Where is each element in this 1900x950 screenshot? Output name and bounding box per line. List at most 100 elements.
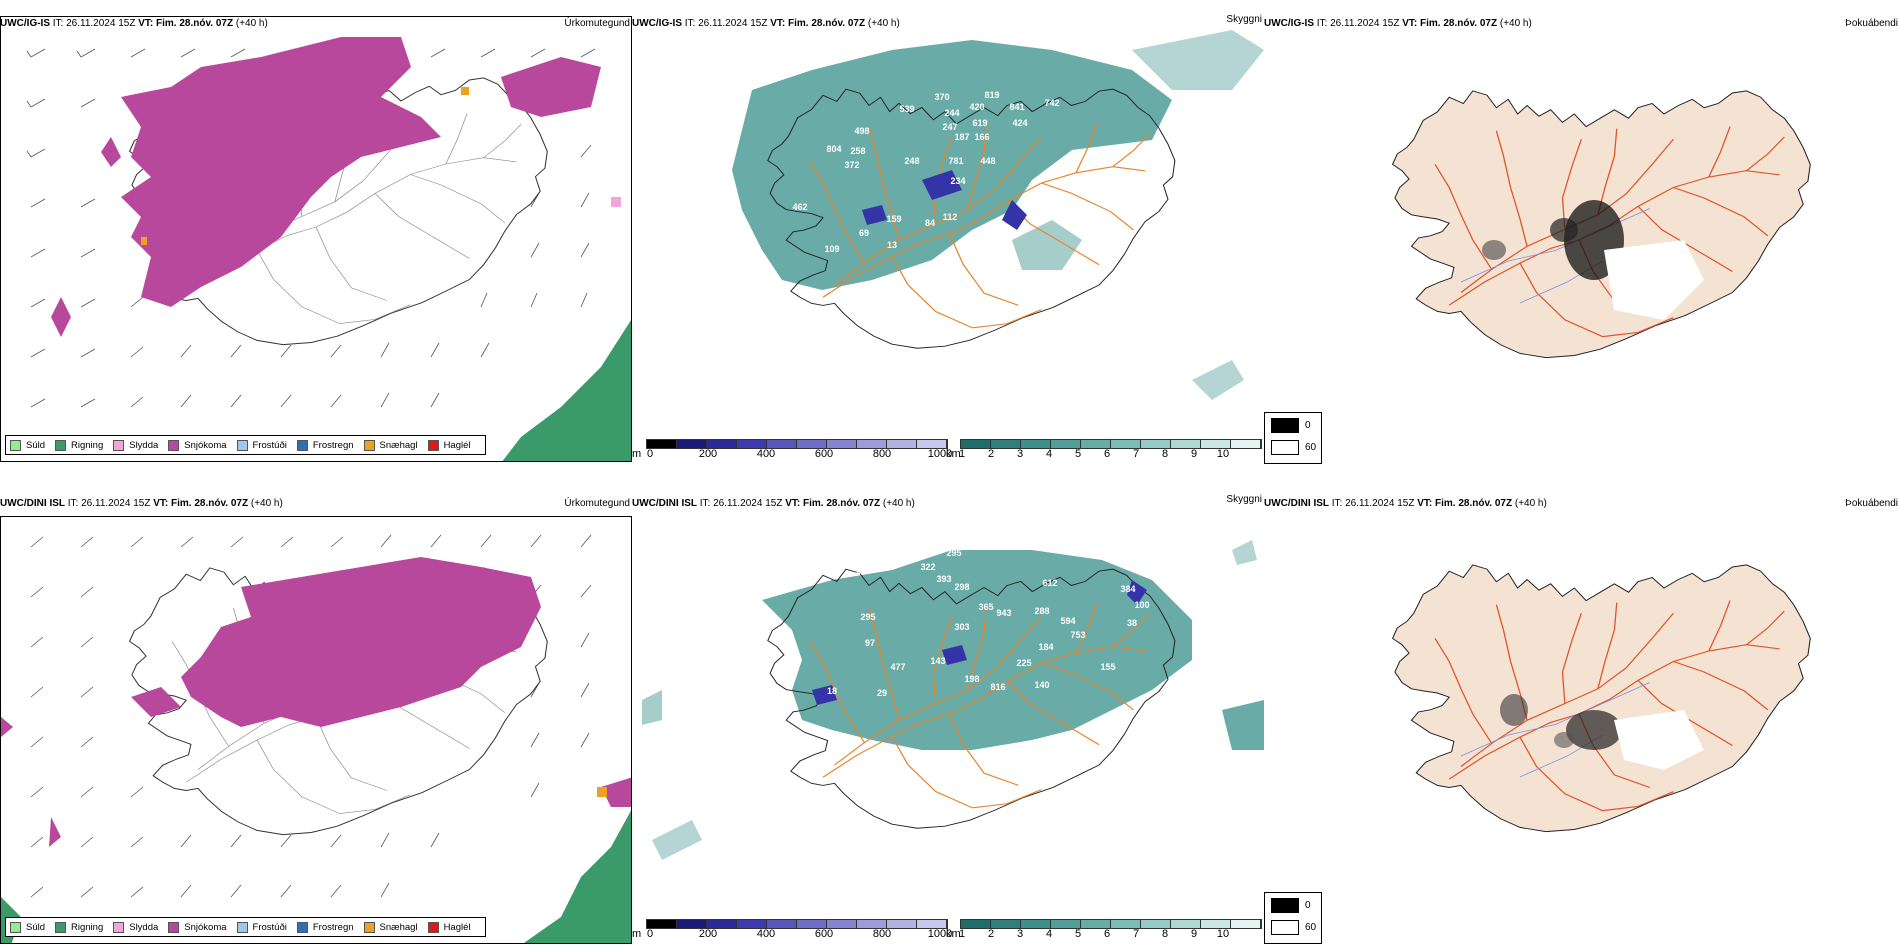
visibility-area	[732, 30, 1264, 400]
init-label: IT:	[1331, 498, 1343, 509]
scale-swatch	[1201, 920, 1231, 928]
scale-swatch	[797, 440, 827, 448]
cloud-base-blobs	[812, 580, 1147, 705]
scale-swatch	[1231, 920, 1261, 928]
scale-swatch	[961, 440, 991, 448]
scale-swatch	[857, 920, 887, 928]
cloud-base-label: 393	[936, 574, 951, 584]
panel-title: Þokuábendi	[1845, 18, 1898, 29]
cloud-base-label: 140	[1034, 680, 1049, 690]
init-time: 26.11.2024 15Z	[698, 18, 768, 29]
cloud-base-label: 155	[1100, 662, 1115, 672]
scale-swatch	[1051, 440, 1081, 448]
cloud-base-label: 225	[1016, 658, 1031, 668]
scale-swatch	[887, 920, 917, 928]
init-time: 26.11.2024 15Z	[81, 498, 151, 509]
scale-tick-label: 7	[1132, 928, 1140, 940]
legend-label: Slydda	[129, 921, 159, 933]
legend-swatch	[296, 921, 308, 933]
valid-label: VT:	[138, 18, 154, 29]
scale-unit: m	[632, 448, 642, 460]
scale-swatch	[737, 440, 767, 448]
visibility-panel-bottom: UWC/DINI ISL IT: 26.11.2024 15Z VT: Fim.…	[632, 480, 1264, 945]
legend-swatch	[427, 439, 439, 451]
precip-legend: Súld Rigning Slydda Snjókoma Frostúði Frostre…	[5, 917, 486, 937]
cloud-base-label: 943	[996, 608, 1011, 618]
scale-swatch	[917, 920, 947, 928]
cloud-base-label: 244	[944, 108, 959, 118]
wind-barbs	[26, 48, 596, 408]
scale-swatch	[1021, 440, 1051, 448]
init-label: IT:	[699, 498, 711, 509]
scale-swatch	[857, 440, 887, 448]
init-time: 26.11.2024 15Z	[66, 18, 136, 29]
model-name: UWC/IG-IS	[1264, 18, 1314, 29]
snow-area	[1, 557, 631, 847]
scale-swatch	[1171, 920, 1201, 928]
cloud-base-label: 295	[860, 612, 875, 622]
legend-swatch	[363, 921, 375, 933]
scale-swatch	[1051, 920, 1081, 928]
legend-item: Frostúði	[236, 439, 287, 451]
valid-time: Fim. 28.nóv. 07Z	[171, 498, 249, 509]
precip-map: Súld Rigning Slydda Snjókoma Frostúði Frostre…	[0, 16, 632, 462]
scale-swatch	[1171, 440, 1201, 448]
legend-swatch	[113, 439, 125, 451]
valid-label: VT:	[785, 498, 801, 509]
cloud-base-label: 32	[927, 546, 937, 556]
legend-item: Haglél	[427, 921, 471, 933]
precip-type-panel-bottom: UWC/DINI ISL IT: 26.11.2024 15Z VT: Fim.…	[0, 480, 632, 945]
legend-swatch	[168, 439, 180, 451]
cloud-base-scale: m 0 200 400 600 800 1000	[632, 436, 952, 462]
valid-time: Fim. 28.nóv. 07Z	[788, 18, 866, 29]
legend-item: Frostregn	[296, 921, 354, 933]
scale-unit: m	[632, 928, 642, 940]
legend-label: Rigning	[71, 439, 104, 451]
scale-tick-label: 7	[1132, 448, 1140, 460]
init-time: 26.11.2024 15Z	[1330, 18, 1400, 29]
model-name: UWC/DINI ISL	[0, 498, 65, 509]
legend-item: Slydda	[113, 439, 158, 451]
scale-tick-label: 400	[756, 448, 776, 460]
valid-label: VT:	[153, 498, 169, 509]
scale-tick-label: 3	[1016, 448, 1024, 460]
visibility-panel-top: UWC/IG-IS IT: 26.11.2024 15Z VT: Fim. 28…	[632, 0, 1264, 465]
cloud-base-label: 448	[980, 156, 995, 166]
legend-item: Súld	[10, 439, 45, 451]
cloud-base-label: 424	[1012, 118, 1027, 128]
legend-item: Frostúði	[236, 921, 287, 933]
cloud-base-label: 187	[954, 132, 969, 142]
panel-title: Þokuábendi	[1845, 498, 1898, 509]
visibility-area	[642, 540, 1264, 860]
valid-time: Fim. 28.nóv. 07Z	[156, 18, 234, 29]
cloud-base-label: 13	[887, 240, 897, 250]
panel-header: UWC/DINI ISL IT: 26.11.2024 15Z VT: Fim.…	[1264, 498, 1900, 514]
legend-label: Rigning	[71, 921, 104, 933]
legend-swatch	[55, 921, 67, 933]
legend-swatch	[296, 439, 308, 451]
cloud-base-label: 295	[946, 548, 961, 558]
scale-swatch	[767, 440, 797, 448]
cloud-base-label: 594	[1060, 616, 1075, 626]
panel-header: UWC/IG-IS IT: 26.11.2024 15Z VT: Fim. 28…	[0, 18, 632, 34]
legend-item: Snjókoma	[168, 439, 227, 451]
scale-tick-label: 5	[1074, 928, 1082, 940]
cloud-base-label: 804	[826, 144, 841, 154]
lead-time: (+40 h)	[1514, 498, 1547, 509]
iceland-outline-group	[1391, 564, 1811, 833]
panel-header: UWC/DINI ISL IT: 26.11.2024 15Z VT: Fim.…	[0, 498, 632, 514]
scale-tick-label: 6	[1103, 448, 1111, 460]
cloud-base-label: 498	[854, 126, 869, 136]
scale-tick-label: 8	[1161, 928, 1169, 940]
panel-title: Skyggni	[1226, 494, 1262, 505]
cloud-base-label: 38	[1127, 618, 1137, 628]
scale-swatch	[647, 440, 677, 448]
legend-label: Haglél	[443, 921, 471, 933]
scale-tick-label: 0	[646, 928, 654, 940]
cloud-base-label: 247	[942, 122, 957, 132]
scale-swatch	[1141, 920, 1171, 928]
cloud-base-label: 445	[1064, 544, 1079, 554]
cloud-base-label: 322	[920, 562, 935, 572]
cloud-base-label: 753	[1070, 630, 1085, 640]
cloud-base-label: 619	[972, 118, 987, 128]
